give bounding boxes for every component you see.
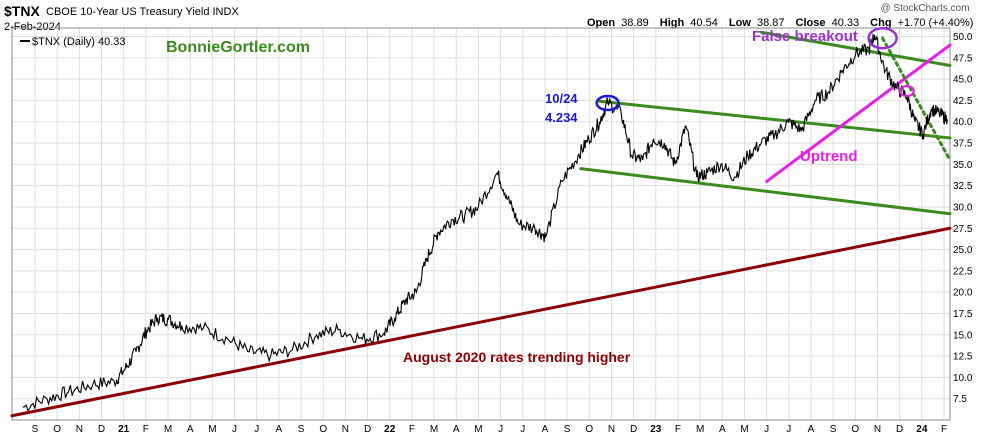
y-tick-label: 50.0	[953, 32, 973, 43]
x-tick-label: J	[232, 424, 237, 435]
x-tick-label: A	[453, 424, 460, 435]
x-tick-label: O	[585, 424, 593, 435]
price-series-line	[22, 33, 948, 412]
x-tick-label: A	[719, 424, 726, 435]
x-tick-label: A	[808, 424, 815, 435]
x-tick-label: F	[675, 424, 681, 435]
x-tick-label: 23	[650, 424, 662, 435]
x-tick-label: N	[608, 424, 615, 435]
x-tick-label: J	[498, 424, 503, 435]
y-tick-label: 35.0	[953, 160, 973, 171]
overlays	[595, 26, 915, 112]
x-tick-label: 22	[384, 424, 396, 435]
x-tick-label: M	[696, 424, 704, 435]
chart-date: 2-Feb-2024	[4, 21, 61, 33]
uptrend-break-circle-marker	[898, 85, 915, 98]
y-tick-label: 22.5	[953, 266, 973, 277]
y-tick-label: 40.0	[953, 117, 973, 128]
x-tick-label: S	[32, 424, 39, 435]
y-tick-label: 15.0	[953, 330, 973, 341]
close-label: Close	[796, 17, 826, 29]
x-tick-label: 24	[916, 424, 928, 435]
svg-text:Open 38.89 High: Open 38.89 High 40.54 Low 38.87 Close 40…	[587, 17, 973, 29]
x-tick-label: S	[564, 424, 571, 435]
peak-date-label: 10/24	[545, 91, 578, 106]
false-breakout-circle-marker	[867, 26, 898, 50]
peak-circle-marker	[595, 94, 620, 112]
y-tick-label: 12.5	[953, 352, 973, 363]
x-tick-label: M	[208, 424, 216, 435]
x-tick-label: F	[941, 424, 947, 435]
x-tick-label: M	[474, 424, 482, 435]
y-tick-label: 47.5	[953, 53, 973, 64]
trendlines	[10, 30, 952, 418]
x-tick-label: J	[786, 424, 791, 435]
x-tick-label: 21	[118, 424, 130, 435]
x-tick-label: F	[409, 424, 415, 435]
open-label: Open	[587, 17, 615, 29]
x-tick-label: S	[830, 424, 837, 435]
plot-frame	[11, 27, 951, 421]
x-tick-label: D	[896, 424, 903, 435]
long-term-uptrend-line	[10, 226, 952, 418]
low-label: Low	[729, 17, 751, 29]
x-tick-label: J	[254, 424, 259, 435]
x-tick-label: O	[53, 424, 61, 435]
instrument-description: CBOE 10-Year US Treasury Yield INDX	[46, 6, 239, 18]
x-tick-label: O	[851, 424, 859, 435]
x-tick-label: A	[542, 424, 549, 435]
y-tick-label: 30.0	[953, 202, 973, 213]
peak-value-label: 4.234	[545, 110, 578, 125]
ohlc-readout: Open 38.89 High 40.54 Low 38.87 Close 40…	[587, 17, 973, 29]
uptrend-line	[765, 43, 952, 183]
open-value: 38.89	[621, 17, 649, 29]
channel-lower-line	[579, 167, 952, 216]
x-tick-label: O	[319, 424, 327, 435]
x-axis: S O N D 21 F M A M J J A S O N D 22 F M A M J J A S O N D 23 F M A M J J A S…	[32, 424, 947, 435]
high-label: High	[660, 17, 685, 29]
x-tick-label: N	[874, 424, 881, 435]
x-tick-label: D	[630, 424, 637, 435]
x-tick-label: J	[520, 424, 525, 435]
y-tick-label: 37.5	[953, 139, 973, 150]
x-tick-label: S	[298, 424, 305, 435]
x-tick-label: N	[342, 424, 349, 435]
y-tick-label: 32.5	[953, 181, 973, 192]
high-value: 40.54	[690, 17, 718, 29]
x-tick-label: D	[364, 424, 371, 435]
brand-watermark: BonnieGortler.com	[166, 39, 310, 56]
y-tick-label: 25.0	[953, 245, 973, 256]
y-tick-label: 17.5	[953, 309, 973, 320]
y-tick-label: 27.5	[953, 224, 973, 235]
legend-entry: $TNX (Daily) 40.33	[32, 36, 126, 48]
y-axis: 7.5 10.0 12.5 15.0 17.5 20.0 22.5 25.0 27.5 30.0 3…	[953, 32, 973, 405]
long-trend-label: August 2020 rates trending higher	[403, 349, 631, 365]
x-tick-label: D	[98, 424, 105, 435]
chg-label: Chg	[870, 17, 891, 29]
stockcharts-credit: @ StockCharts.com	[880, 3, 969, 14]
y-tick-label: 42.5	[953, 96, 973, 107]
y-tick-label: 45.0	[953, 75, 973, 86]
x-tick-label: M	[740, 424, 748, 435]
y-tick-label: 7.5	[953, 394, 967, 405]
x-tick-label: A	[187, 424, 194, 435]
x-tick-label: F	[143, 424, 149, 435]
x-tick-label: A	[276, 424, 283, 435]
channel-middle-line	[598, 99, 952, 140]
ticker-symbol: $TNX	[4, 3, 40, 19]
x-tick-label: N	[76, 424, 83, 435]
low-value: 38.87	[757, 17, 785, 29]
breakdown-dotted-line	[881, 36, 952, 162]
uptrend-label: Uptrend	[800, 148, 858, 165]
x-tick-label: J	[764, 424, 769, 435]
false-breakout-label: False breakout	[752, 28, 858, 45]
close-value: 40.33	[832, 17, 860, 29]
y-tick-label: 20.0	[953, 288, 973, 299]
x-tick-label: M	[430, 424, 438, 435]
chg-value: +1.70 (+4.40%)	[898, 17, 974, 29]
y-tick-label: 10.0	[953, 373, 973, 384]
channel-upper-line	[759, 30, 952, 67]
x-tick-label: M	[164, 424, 172, 435]
